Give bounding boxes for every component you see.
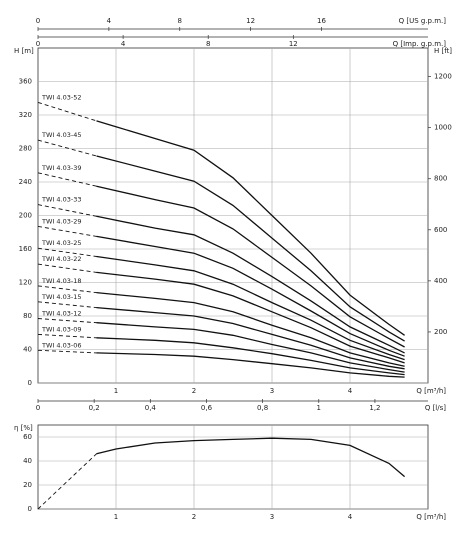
efficiency-curve: [96, 437, 406, 478]
plot-frame: [37, 424, 429, 510]
x-tick-label: 2: [192, 513, 196, 521]
secondary-tick-label: 4: [107, 17, 112, 25]
curve-label: TWI 4.03-12: [41, 310, 81, 318]
curve-label: TWI 4.03-25: [41, 239, 81, 247]
x-tick-label: 3: [270, 387, 274, 395]
curve-label: TWI 4.03-09: [41, 325, 81, 333]
curve-label: TWI 4.03-45: [41, 131, 81, 139]
y2-axis-label: H [ft]: [434, 47, 452, 55]
y-tick-label: 20: [23, 481, 32, 489]
y2-tick-label: 200: [434, 328, 447, 336]
y2-tick-label: 400: [434, 277, 447, 285]
y-tick-label: 60: [23, 433, 32, 441]
secondary-tick-label: 0,6: [201, 404, 213, 412]
secondary-axis-label: Q [Imp. g.p.m.]: [393, 40, 447, 48]
curve-extension: [37, 101, 97, 122]
curve-extension: [37, 349, 97, 354]
x-tick-label: 1: [114, 513, 118, 521]
curve-label: TWI 4.03-18: [41, 277, 81, 285]
curve-label: TWI 4.03-06: [41, 341, 81, 349]
curve-label: TWI 4.03-22: [41, 255, 81, 263]
pump-curve: [96, 235, 405, 357]
y2-tick-label: 1200: [434, 73, 452, 81]
secondary-axis-label: Q [l/s]: [425, 404, 446, 412]
y-tick-label: 80: [23, 312, 32, 320]
curve-label: TWI 4.03-29: [41, 217, 81, 225]
curve-extension: [37, 172, 97, 187]
secondary-tick-label: 4: [121, 40, 126, 48]
secondary-tick-label: 0: [36, 404, 40, 412]
secondary-tick-label: 8: [178, 17, 182, 25]
pump-curve: [96, 255, 405, 361]
curve-label: TWI 4.03-15: [41, 293, 81, 301]
curve-extension: [37, 263, 97, 273]
x-tick-label: 4: [348, 387, 353, 395]
pump-curve: [96, 120, 405, 336]
y-axis-label: η [%]: [14, 424, 33, 432]
pump-curve: [96, 352, 405, 378]
x-tick-label: 4: [348, 513, 353, 521]
y-tick-label: 40: [23, 457, 32, 465]
curve-extension: [37, 301, 97, 309]
secondary-tick-label: 1,2: [369, 404, 380, 412]
pump-curve: [96, 337, 405, 376]
x-axis-label: Q [m³/h]: [416, 513, 446, 521]
secondary-tick-label: 8: [206, 40, 210, 48]
y-tick-label: 240: [19, 178, 32, 186]
secondary-tick-label: 0,4: [145, 404, 157, 412]
curve-extension: [37, 318, 97, 324]
y-tick-label: 360: [19, 78, 32, 86]
y-tick-label: 40: [23, 346, 32, 354]
curve-extension: [37, 225, 97, 237]
y-axis-label: H [m]: [14, 47, 34, 55]
secondary-tick-label: 12: [246, 17, 255, 25]
y-tick-label: 280: [19, 145, 32, 153]
curve-label: TWI 4.03-39: [41, 164, 81, 172]
pump-curve: [96, 291, 405, 367]
y-tick-label: 200: [19, 212, 32, 220]
y-tick-label: 0: [28, 505, 32, 513]
curve-extension: [37, 333, 97, 339]
curve-label: TWI 4.03-33: [41, 196, 81, 204]
y2-tick-label: 1000: [434, 124, 452, 132]
y-tick-label: 320: [19, 111, 32, 119]
curve-extension: [37, 247, 97, 257]
secondary-tick-label: 1: [317, 404, 321, 412]
secondary-axis-label: Q [US g.p.m.]: [399, 17, 447, 25]
x-axis-label: Q [m³/h]: [416, 387, 446, 395]
secondary-tick-label: 12: [289, 40, 298, 48]
pump-curve: [96, 306, 405, 370]
pump-curve: [96, 215, 405, 354]
curve-extension: [37, 139, 97, 157]
secondary-tick-label: 16: [317, 17, 326, 25]
y2-tick-label: 800: [434, 175, 447, 183]
y-tick-label: 160: [19, 245, 32, 253]
y2-tick-label: 600: [434, 226, 447, 234]
y-tick-label: 0: [28, 379, 32, 387]
secondary-tick-label: 0,8: [257, 404, 268, 412]
curve-extension: [37, 285, 97, 294]
y-tick-label: 120: [19, 279, 32, 287]
secondary-tick-label: 0: [36, 17, 40, 25]
pump-curve: [96, 271, 405, 364]
secondary-tick-label: 0: [36, 40, 40, 48]
curve-label: TWI 4.03-52: [41, 93, 81, 101]
curve-extension: [37, 453, 97, 510]
x-tick-label: 3: [270, 513, 274, 521]
secondary-tick-label: 0,2: [89, 404, 100, 412]
pump-curve: [96, 185, 405, 348]
pump-curve: [96, 155, 405, 342]
x-tick-label: 1: [114, 387, 118, 395]
pump-curve: [96, 322, 405, 373]
x-tick-label: 2: [192, 387, 196, 395]
curve-extension: [37, 204, 97, 217]
